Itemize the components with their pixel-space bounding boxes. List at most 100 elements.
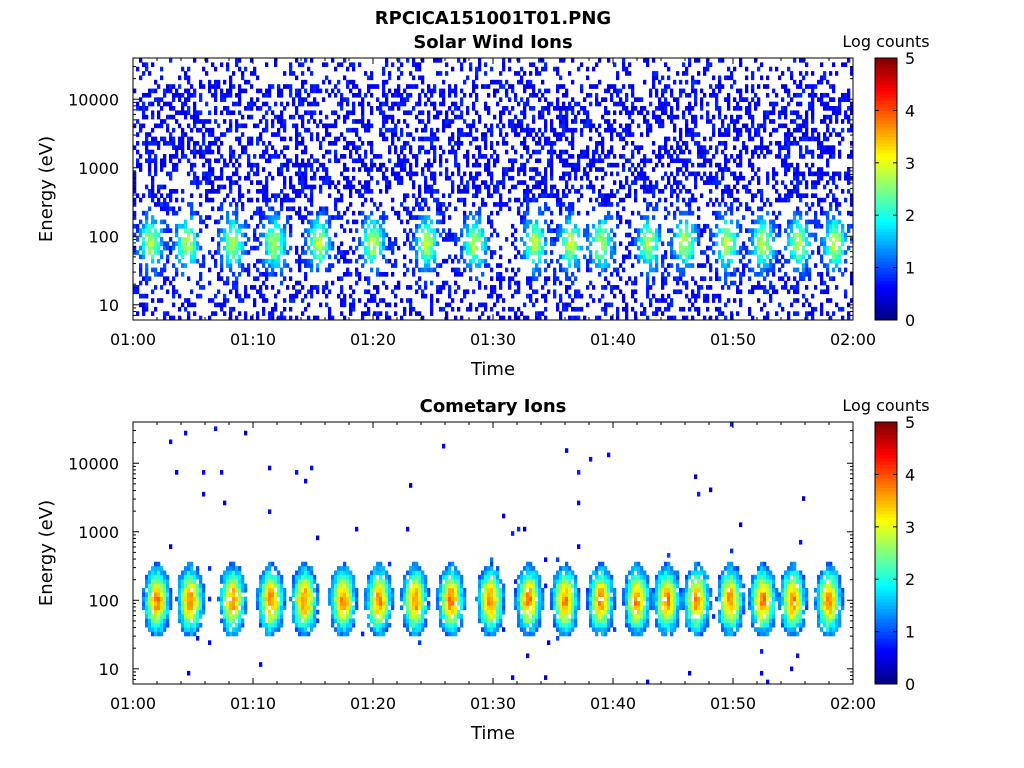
heatmap-cell (613, 285, 617, 290)
heatmap-cell (181, 154, 185, 159)
heatmap-cell (736, 285, 740, 290)
heatmap-cell (685, 315, 689, 321)
heatmap-cell (523, 127, 527, 133)
heatmap-cell (781, 180, 785, 185)
heatmap-cell (394, 92, 398, 98)
heatmap-cell (472, 215, 476, 220)
heatmap-cell (769, 132, 773, 137)
heatmap-cell (139, 263, 143, 268)
heatmap-cell (799, 193, 803, 199)
heatmap-cell (187, 158, 191, 164)
heatmap-cell (541, 232, 545, 238)
heatmap-cell (727, 263, 731, 268)
heatmap-cell (400, 167, 404, 172)
heatmap-cell (244, 232, 248, 238)
heatmap-cell (697, 237, 701, 242)
heatmap-cell (805, 162, 809, 168)
heatmap-cell (688, 110, 692, 116)
heatmap-cell (571, 162, 575, 168)
heatmap-cell (772, 106, 776, 111)
heatmap-cell (418, 206, 422, 212)
heatmap-cell (724, 162, 728, 168)
heatmap-cell (310, 237, 314, 242)
heatmap-cell (685, 71, 689, 76)
heatmap-cell (562, 202, 566, 207)
heatmap-cell (367, 223, 371, 229)
heatmap-cell (316, 84, 320, 89)
heatmap-cell (565, 127, 569, 133)
heatmap-cell (538, 71, 542, 76)
heatmap-cell (622, 293, 626, 299)
heatmap-cell (394, 241, 398, 247)
heatmap-cell (733, 245, 737, 251)
heatmap-cell (451, 171, 455, 177)
heatmap-cell (598, 315, 602, 321)
heatmap-cell (523, 250, 527, 255)
heatmap-cell (685, 132, 689, 137)
heatmap-cell (445, 315, 449, 321)
heatmap-cell (799, 237, 803, 242)
heatmap-cell (169, 58, 173, 63)
heatmap-cell (754, 58, 758, 63)
heatmap-cell (721, 84, 725, 89)
heatmap-cell (265, 175, 269, 181)
heatmap-cell (601, 136, 605, 142)
heatmap-cell (199, 127, 203, 133)
heatmap-cell (229, 228, 233, 233)
heatmap-cell (283, 127, 287, 133)
heatmap-cell (670, 158, 674, 164)
heatmap-cell (151, 184, 155, 190)
heatmap-cell (496, 123, 500, 129)
heatmap-cell (757, 271, 761, 277)
heatmap-cell (562, 149, 566, 155)
heatmap-cell (370, 110, 374, 116)
heatmap-cell (382, 88, 386, 94)
heatmap-cell (325, 241, 329, 247)
heatmap-cell (658, 158, 662, 164)
heatmap-cell (376, 267, 380, 273)
heatmap-cell (367, 84, 371, 89)
heatmap-cell (169, 228, 173, 233)
heatmap-cell (394, 175, 398, 181)
heatmap-cell (478, 62, 482, 68)
heatmap-cell (385, 271, 389, 277)
heatmap-cell (469, 232, 473, 238)
heatmap-cell (598, 298, 602, 303)
heatmap-cell (601, 241, 605, 247)
heatmap-cell (241, 232, 245, 238)
heatmap-cell (364, 154, 368, 159)
heatmap-cell (592, 285, 596, 290)
heatmap-cell (208, 189, 212, 194)
heatmap-cell (178, 140, 182, 146)
heatmap-cell (454, 84, 458, 89)
heatmap-cell (622, 206, 626, 212)
heatmap-cell (499, 263, 503, 268)
heatmap-cell (628, 254, 632, 260)
heatmap-cell (343, 154, 347, 159)
heatmap-cell (145, 241, 149, 247)
heatmap-cell (658, 79, 662, 85)
heatmap-cell (259, 154, 263, 159)
heatmap-cell (475, 110, 479, 116)
heatmap-cell (271, 228, 275, 233)
heatmap-cell (601, 193, 605, 199)
heatmap-cell (238, 258, 242, 264)
heatmap-cell (520, 311, 524, 316)
heatmap-cell (334, 202, 338, 207)
heatmap-cell (205, 149, 209, 155)
heatmap-cell (706, 258, 710, 264)
heatmap-cell (217, 136, 221, 142)
heatmap-cell (607, 280, 611, 286)
heatmap-cell (670, 114, 674, 120)
heatmap-cell (502, 106, 506, 111)
heatmap-cell (532, 106, 536, 111)
heatmap-cell (172, 97, 176, 102)
heatmap-cell (472, 180, 476, 185)
heatmap-cell (757, 145, 761, 150)
heatmap-cell (352, 184, 356, 190)
heatmap-cell (706, 202, 710, 207)
heatmap-cell (448, 123, 452, 129)
heatmap-cell (274, 254, 278, 260)
heatmap-cell (229, 237, 233, 242)
heatmap-cell (478, 206, 482, 212)
